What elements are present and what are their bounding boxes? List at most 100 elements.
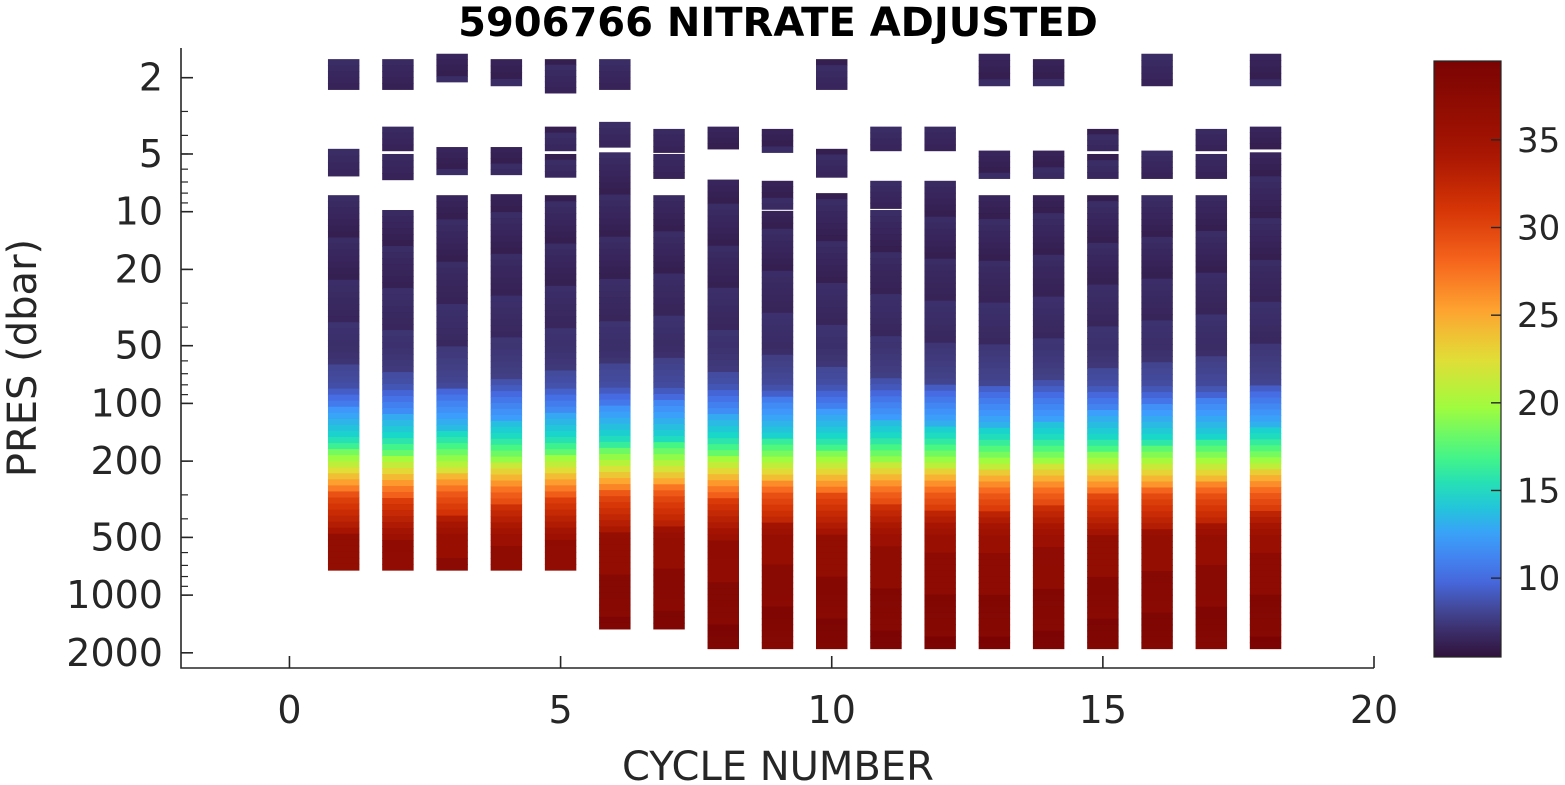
- profile-bin: [1032, 296, 1065, 304]
- profile-bin: [653, 134, 685, 142]
- profile-bin: [978, 242, 1011, 250]
- profile-bin: [1032, 344, 1065, 351]
- profile-bin: [1032, 332, 1065, 339]
- profile-bin: [707, 263, 739, 271]
- profile-bin: [816, 271, 848, 278]
- profile-bin: [1087, 338, 1119, 345]
- profile-bin: [544, 87, 577, 94]
- profile-bin: [599, 357, 631, 365]
- profile-bin: [1141, 308, 1173, 316]
- profile-bin: [653, 622, 685, 630]
- profile-bin: [653, 219, 685, 226]
- profile-bin: [1249, 642, 1282, 650]
- profile-bin: [924, 306, 956, 314]
- profile-bin: [653, 128, 685, 136]
- profile-bin: [978, 248, 1011, 256]
- profile-bin: [978, 588, 1011, 596]
- profile-bin: [436, 243, 468, 251]
- profile-bin: [490, 283, 523, 291]
- profile-bin: [816, 426, 848, 434]
- profile-bin: [924, 462, 956, 470]
- profile-bin: [436, 225, 468, 233]
- profile-bin: [816, 438, 848, 446]
- profile-bin: [327, 207, 360, 214]
- profile-bin: [490, 408, 523, 416]
- profile-bin: [599, 59, 631, 66]
- profile-bin: [490, 319, 523, 327]
- profile-bin: [1249, 487, 1282, 494]
- profile-bin: [870, 534, 902, 542]
- profile-bin: [870, 186, 902, 193]
- profile-bin: [436, 449, 468, 456]
- profile-bin: [924, 192, 956, 200]
- profile-bin: [978, 266, 1011, 274]
- profile-bin: [327, 310, 360, 317]
- profile-bin: [327, 406, 360, 414]
- profile-bin: [1032, 559, 1065, 566]
- profile-bin: [490, 462, 523, 470]
- profile-bin: [327, 59, 360, 66]
- x-tick-label: 20: [1350, 688, 1398, 732]
- profile-bin: [1032, 272, 1065, 280]
- profile-bin: [1087, 386, 1119, 393]
- profile-bin: [1032, 421, 1065, 429]
- profile-bin: [761, 450, 794, 458]
- profile-bin: [1032, 481, 1065, 489]
- y-tick-label: 5: [139, 132, 163, 176]
- profile-bin: [382, 77, 414, 84]
- profile-bin: [327, 237, 360, 245]
- profile-bin: [653, 514, 685, 522]
- profile-bin: [544, 545, 577, 553]
- profile-bin: [924, 330, 956, 338]
- profile-bin: [1195, 565, 1228, 572]
- profile-bin: [653, 166, 685, 173]
- profile-bin: [761, 432, 794, 440]
- profile-cycle-12: [924, 126, 956, 650]
- profile-bin: [1249, 206, 1282, 213]
- profile-bin: [816, 372, 848, 380]
- profile-bin: [978, 332, 1011, 339]
- profile-bin: [816, 348, 848, 356]
- profile-bin: [924, 234, 956, 242]
- profile-bin: [653, 297, 685, 305]
- profile-bin: [978, 195, 1011, 202]
- profile-bin: [653, 556, 685, 564]
- profile-bin: [1195, 290, 1228, 298]
- profile-cycle-11: [870, 126, 902, 650]
- profile-bin: [382, 210, 414, 217]
- profile-bin: [599, 508, 631, 515]
- colorbar-tick-label: 20: [1517, 384, 1560, 424]
- profile-bin: [707, 594, 739, 602]
- y-tick-label: 10: [115, 190, 163, 234]
- profile-bin: [761, 180, 794, 188]
- profile-bin: [816, 618, 848, 626]
- profile-bin: [1195, 172, 1228, 179]
- profile-bin: [544, 310, 577, 317]
- profile-bin: [870, 408, 902, 415]
- profile-bin: [653, 406, 685, 413]
- profile-bin: [816, 205, 848, 212]
- profile-bin: [599, 411, 631, 419]
- profile-bin: [1141, 511, 1173, 518]
- profile-bin: [1249, 218, 1282, 225]
- profile-bin: [653, 225, 685, 232]
- profile-bin: [1195, 166, 1228, 173]
- profile-bin: [870, 516, 902, 523]
- profile-bin: [382, 153, 414, 161]
- profile-bin: [1249, 618, 1282, 626]
- profile-bin: [924, 486, 956, 494]
- profile-bin: [1141, 150, 1173, 157]
- profile-bin: [1141, 451, 1173, 459]
- profile-bin: [924, 420, 956, 428]
- profile-bin: [544, 418, 577, 426]
- profile-bin: [544, 138, 577, 146]
- profile-bin: [924, 288, 956, 296]
- profile-bin: [978, 535, 1011, 542]
- profile-bin: [599, 158, 631, 165]
- profile-bin: [544, 473, 577, 480]
- profile-bin: [978, 308, 1011, 316]
- profile-bin: [761, 348, 794, 356]
- profile-bin: [761, 486, 794, 494]
- profile-bin: [1249, 499, 1282, 506]
- profile-bin: [599, 194, 631, 202]
